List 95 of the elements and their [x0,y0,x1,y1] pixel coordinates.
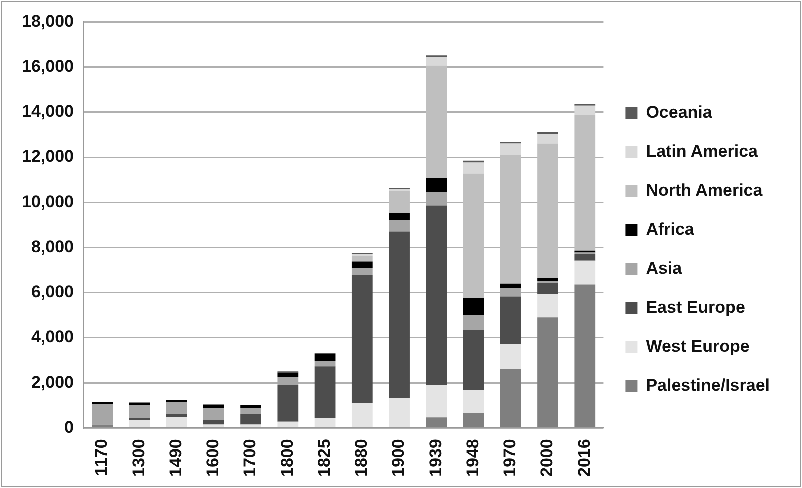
bar [500,144,522,156]
bar [463,174,484,298]
bar [240,424,262,428]
bar [129,405,150,418]
bar [352,256,373,262]
bar [463,162,484,174]
y-tick-label: 6,000 [31,282,74,302]
bar [426,57,448,66]
bar [538,278,558,282]
legend-label: Oceania [646,103,713,122]
legend-label: Asia [646,259,683,278]
x-tick-label: 1170 [92,439,112,476]
x-tick-label: 1880 [352,439,372,478]
x-tick-label: 1700 [240,439,260,478]
bar [203,424,224,428]
bar [92,404,113,425]
bar [129,420,150,428]
bar [463,330,484,390]
bar [203,404,224,408]
bar [538,318,558,428]
bar [389,398,410,428]
bar [352,403,373,428]
bar [426,418,448,428]
bar [463,413,484,428]
x-tick-label: 1800 [278,439,297,478]
x-tick-label: 1825 [314,439,334,478]
x-tick-label: 1490 [166,439,186,478]
x-tick-label: 1300 [129,439,148,478]
bar [574,284,596,428]
bar [574,115,596,251]
bar [129,402,150,406]
x-tick-label: 2000 [538,439,557,478]
bar [314,418,336,428]
bar [166,402,188,414]
bar [278,422,299,428]
bar [240,414,262,425]
legend-label: East Europe [646,298,746,318]
legend-label: West Europe [646,337,750,356]
bar [463,315,484,331]
y-tick-label: 12,000 [22,147,74,166]
bar [426,386,448,418]
y-tick-label: 2,000 [31,372,74,392]
bar [500,284,522,288]
bar [574,260,596,285]
bar [166,414,188,418]
legend-label: North America [646,181,764,200]
bar [278,385,299,422]
bar [463,390,484,414]
x-tick-label: 1600 [204,439,223,478]
bar [240,404,262,409]
bar [500,369,522,428]
x-tick-label: 2016 [574,439,594,478]
bar [574,106,596,116]
bar [500,344,522,370]
x-tick-label: 1970 [500,439,520,478]
bar [538,144,558,278]
bar [314,366,336,418]
bar [389,213,410,220]
bar [240,408,262,414]
bar [352,262,373,268]
bar [352,275,373,404]
bar [203,408,224,420]
bar [538,283,558,294]
x-tick-label: 1900 [389,439,408,478]
y-tick-label: 10,000 [22,192,74,212]
bar [426,206,448,386]
bar [426,178,448,192]
bar [426,66,448,178]
y-tick-label: 14,000 [22,102,74,122]
bar [389,232,410,398]
bar [314,360,336,367]
y-tick-label: 4,000 [31,328,74,347]
x-tick-label: 1939 [426,439,446,478]
y-tick-label: 8,000 [31,237,74,256]
bar [203,420,224,425]
legend-label: Latin America [646,142,759,162]
x-tick-label: 1948 [463,439,482,478]
legend-label: Palestine/Israel [646,376,770,396]
y-tick-label: 18,000 [22,12,74,31]
bar [500,296,522,345]
bar [92,424,113,428]
bar [463,298,484,316]
y-tick-label: 0 [64,418,74,437]
bar [314,354,336,361]
bar [574,254,596,261]
bar [352,268,373,276]
legend-label: Africa [646,220,695,240]
y-tick-label: 16,000 [22,56,74,76]
bar [166,417,188,428]
bar [389,190,410,214]
bar [389,220,410,232]
bar [278,372,299,378]
bar [500,156,522,284]
bar [538,134,558,144]
bar [538,294,558,318]
